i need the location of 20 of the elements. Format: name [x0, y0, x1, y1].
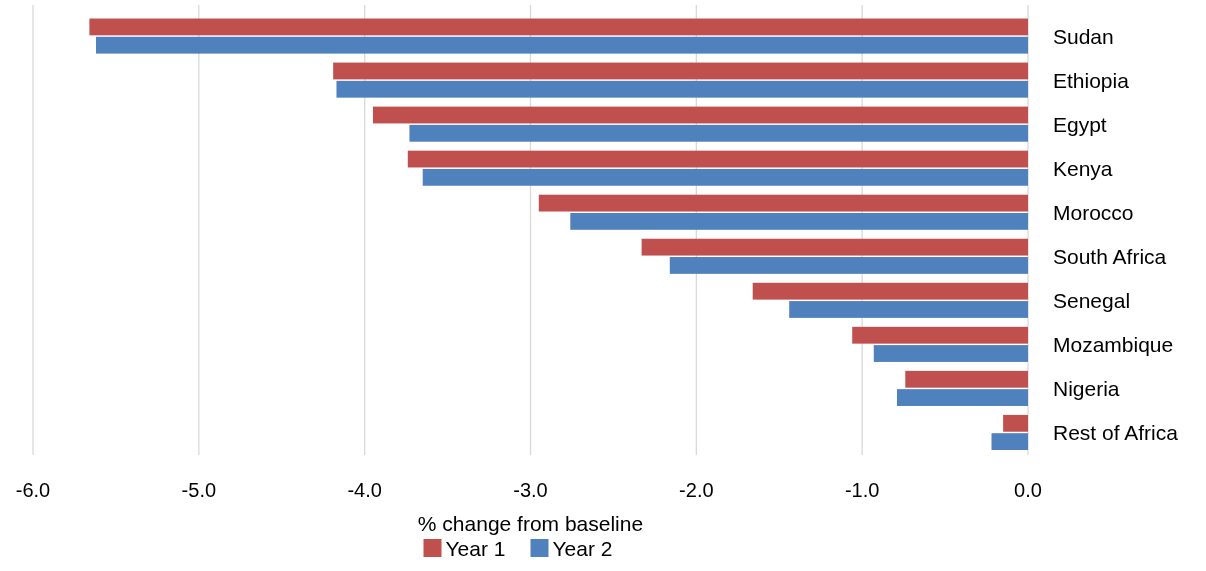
x-axis-title: % change from baseline	[417, 512, 644, 535]
y-tick-label: Morocco	[1053, 200, 1134, 224]
x-tick-label: 0.0	[1014, 479, 1042, 501]
y-tick-label: Sudan	[1053, 24, 1114, 48]
x-tick-label: -3.0	[513, 479, 548, 501]
y-tick-label: Egypt	[1053, 112, 1107, 136]
y-tick-label: Mozambique	[1053, 333, 1174, 357]
x-tick-label: -4.0	[347, 479, 382, 501]
x-tick-label: -2.0	[679, 479, 714, 501]
y-tick-label: Senegal	[1053, 289, 1131, 313]
legend-label: Year 1	[445, 537, 506, 560]
y-tick-label: Rest of Africa	[1053, 421, 1179, 445]
y-tick-label: South Africa	[1053, 245, 1167, 269]
x-tick-label: -1.0	[844, 479, 880, 501]
y-tick-label: Nigeria	[1053, 377, 1120, 401]
legend-label: Year 2	[552, 537, 613, 560]
x-tick-label: -6.0	[15, 479, 51, 501]
y-tick-label: Ethiopia	[1053, 68, 1130, 92]
y-tick-label: Kenya	[1053, 156, 1113, 180]
x-tick-label: -5.0	[181, 479, 217, 501]
